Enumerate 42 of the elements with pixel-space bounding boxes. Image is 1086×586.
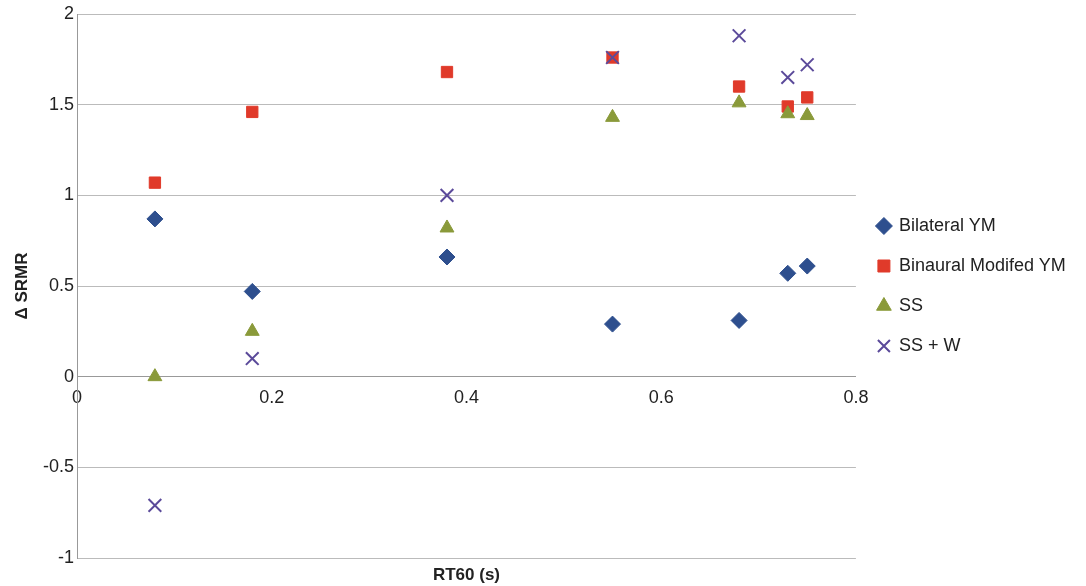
legend-label: SS: [898, 294, 923, 315]
point: [730, 311, 748, 329]
legend-label: SS + W: [898, 334, 961, 355]
point: [439, 219, 455, 233]
x-tick-label: 0.2: [259, 387, 285, 408]
y-tick-label: 0.5: [48, 274, 75, 295]
point: [731, 94, 747, 108]
legend-label: Bilateral YM: [898, 214, 996, 235]
y-tick-label: 1: [64, 184, 75, 205]
x-tick-label: 0.4: [453, 387, 479, 408]
point: [779, 264, 797, 282]
point: [780, 70, 796, 85]
y-tick-label: 0: [64, 365, 75, 386]
point: [799, 57, 815, 73]
point: [148, 176, 162, 189]
y-axis-title: Δ SRMR: [11, 252, 31, 320]
x-axis-title: RT60 (s): [432, 565, 501, 585]
point: [244, 322, 260, 336]
point: [798, 257, 816, 275]
point: [439, 187, 455, 203]
point: [440, 65, 454, 79]
point: [246, 105, 259, 119]
x-tick-label: 0.6: [648, 387, 674, 408]
point: [438, 248, 456, 266]
y-tick-label: -0.5: [42, 456, 75, 477]
x-tick-label: 0.8: [843, 387, 869, 408]
point: [147, 368, 163, 382]
y-tick-label: 1.5: [48, 93, 75, 114]
point: [801, 91, 814, 104]
point: [604, 315, 622, 333]
y-tick-label: -1: [58, 546, 75, 567]
point: [243, 282, 261, 300]
point: [605, 108, 620, 122]
point: [147, 498, 163, 513]
point: [731, 28, 747, 44]
point: [732, 80, 746, 93]
legend-label: Binaural Modifed YM: [898, 254, 1066, 275]
point: [146, 210, 164, 228]
y-tick-label: 2: [64, 2, 75, 23]
point: [799, 107, 815, 121]
point: [244, 351, 260, 366]
point: [780, 105, 796, 119]
